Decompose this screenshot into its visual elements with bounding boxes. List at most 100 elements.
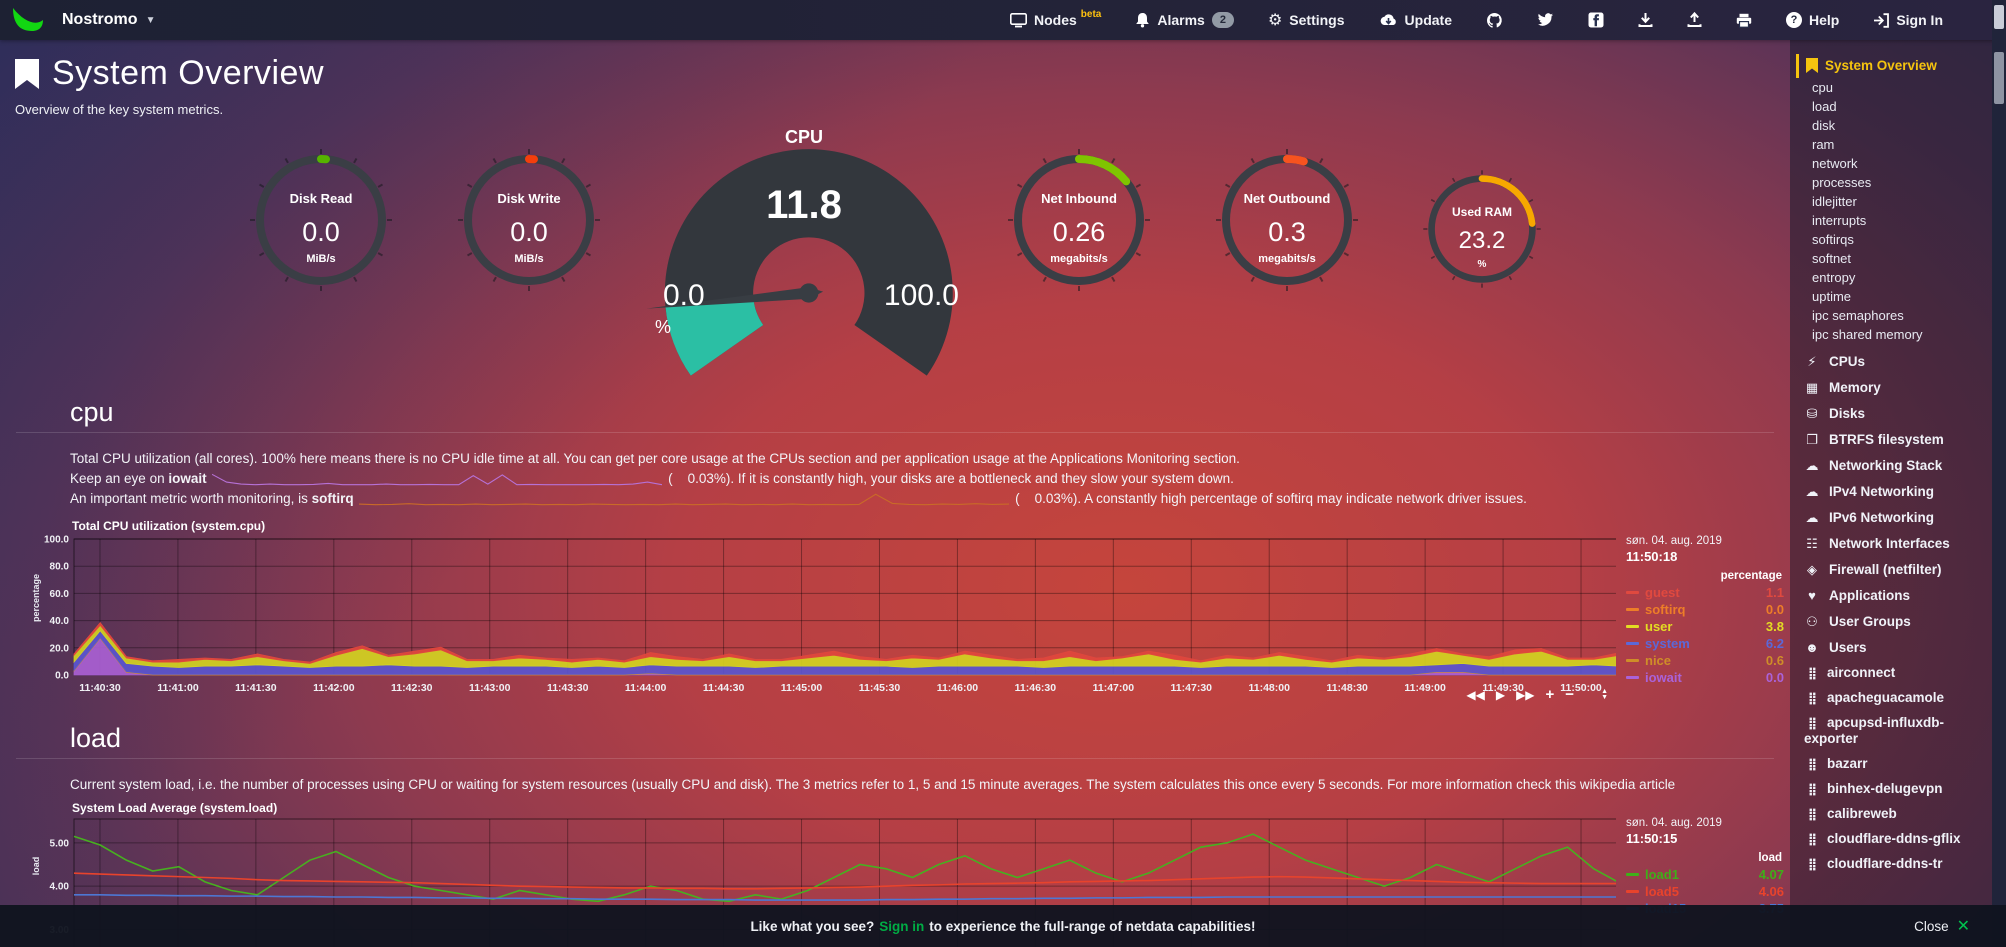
nav-signin[interactable]: Sign In [1856, 0, 1960, 40]
legend-unit: percentage [1720, 570, 1782, 582]
legend-row[interactable]: softirq 0.0 [1626, 601, 1784, 618]
hostname-dropdown[interactable]: Nostromo [62, 11, 138, 28]
sidebar-item[interactable]: load [1790, 97, 1992, 116]
sidebar-item[interactable]: network [1790, 154, 1992, 173]
legend-row[interactable]: guest 1.1 [1626, 584, 1784, 601]
legend-unit: load [1758, 852, 1782, 864]
sidebar-item[interactable]: idlejitter [1790, 192, 1992, 211]
sidebar-item[interactable]: ipc semaphores [1790, 306, 1992, 325]
sidebar-section-item[interactable]: ⚡ CPUs [1790, 354, 1992, 370]
pan-backward-button[interactable]: ◀◀ [1466, 688, 1485, 702]
section-icon: ☁ [1805, 510, 1819, 525]
nav-update[interactable]: Update [1362, 0, 1469, 40]
cpu-chart-plot[interactable]: 11:40:30 11:41:00 11:41:30 11:42:00 11:42:30… [28, 533, 1616, 703]
gauge-disk-read[interactable]: Disk Read 0.0 MiB/s [246, 145, 396, 295]
sidebar-app-item[interactable]: ⣿ bazarr [1790, 756, 1992, 772]
bell-icon [1136, 13, 1150, 28]
banner-close[interactable]: Close ✕ [1914, 916, 1970, 936]
page-scrollbar[interactable] [1992, 0, 2006, 947]
grid-icon: ⣿ [1807, 666, 1817, 680]
sidebar-section-list: ⚡ CPUs ▦ Memory ⛁ Disks ❐ BTRFS filesyst… [1790, 354, 1992, 656]
gauge-net-outbound[interactable]: Net Outbound 0.3 megabits/s [1212, 145, 1362, 295]
sidebar-item-label: idlejitter [1812, 194, 1857, 209]
sidebar-section-item[interactable]: ☁ IPv6 Networking [1790, 510, 1992, 526]
sidebar-item[interactable]: softnet [1790, 249, 1992, 268]
legend-row[interactable]: load1 4.07 [1626, 866, 1784, 883]
sidebar-item-label: disk [1812, 118, 1836, 133]
sidebar-section-item[interactable]: ⛁ Disks [1790, 406, 1992, 422]
chevron-down-icon[interactable]: ▼ [145, 14, 156, 26]
banner-signin-link[interactable]: Sign in [879, 918, 925, 934]
legend-row[interactable]: iowait 0.0 [1626, 669, 1784, 686]
zoom-in-button[interactable]: + [1545, 686, 1555, 703]
gauge-title: Net Inbound [1041, 191, 1117, 206]
zoom-out-button[interactable]: − [1565, 686, 1575, 703]
resize-handle[interactable]: ▲ ▼ [1601, 688, 1608, 701]
nav-settings[interactable]: ⚙ Settings [1251, 0, 1362, 40]
sidebar-item[interactable]: ram [1790, 135, 1992, 154]
nav-github[interactable] [1469, 0, 1520, 40]
gauge-disk-write[interactable]: Disk Write 0.0 MiB/s [454, 145, 604, 295]
nav-help[interactable]: ? Help [1769, 0, 1856, 40]
sidebar-item[interactable]: processes [1790, 173, 1992, 192]
sidebar-item[interactable]: uptime [1790, 287, 1992, 306]
sidebar-item[interactable]: disk [1790, 116, 1992, 135]
nav-facebook[interactable] [1571, 0, 1621, 40]
sidebar-section-item[interactable]: ⚇ User Groups [1790, 614, 1992, 630]
sidebar-app-item[interactable]: ⣿ airconnect [1790, 665, 1992, 681]
sidebar-item-system-overview[interactable]: System Overview [1790, 54, 1992, 78]
section-divider [16, 432, 1774, 433]
legend-row[interactable]: system 6.2 [1626, 635, 1784, 652]
pan-forward-button[interactable]: ▶▶ [1516, 688, 1535, 702]
right-sidebar: System Overview cpu load disk ram networ… [1790, 40, 1992, 947]
sidebar-item[interactable]: ipc shared memory [1790, 325, 1992, 344]
nav-download[interactable] [1621, 0, 1670, 40]
sidebar-section-item[interactable]: ♥ Applications [1790, 588, 1992, 604]
gauge-cpu[interactable]: CPU 11.8 0.0 100.0 % [639, 127, 969, 376]
y-axis-label: percentage [31, 573, 41, 623]
section-icon: ◈ [1807, 562, 1817, 577]
sidebar-section-item[interactable]: ▦ Memory [1790, 380, 1992, 396]
sidebar-section-item[interactable]: ◈ Firewall (netfilter) [1790, 562, 1992, 578]
scrollbar-thumb[interactable] [1994, 52, 2004, 104]
sidebar-item[interactable]: softirqs [1790, 230, 1992, 249]
section-icon: ☁ [1805, 458, 1819, 473]
sidebar-section-item[interactable]: ❐ BTRFS filesystem [1790, 432, 1992, 448]
sidebar-item[interactable]: cpu [1790, 78, 1992, 97]
desc-text: ( 0.03%). A constantly high percentage o… [1015, 491, 1527, 506]
sidebar-app-item[interactable]: ⣿ calibreweb [1790, 806, 1992, 822]
sidebar-item-label: ipc shared memory [1812, 327, 1923, 342]
sidebar-section-item[interactable]: ☁ Networking Stack [1790, 458, 1992, 474]
netdata-logo-icon[interactable] [10, 4, 46, 36]
scrollbar-thumb[interactable] [1994, 5, 2004, 29]
gauge-used-ram[interactable]: Used RAM 23.2 % [1420, 167, 1544, 291]
svg-text:11:49:30: 11:49:30 [1482, 682, 1524, 694]
sidebar-app-item[interactable]: ⣿ binhex-delugevpn [1790, 781, 1992, 797]
chart-title: Total CPU utilization (system.cpu) [72, 519, 266, 533]
nav-nodes[interactable]: Nodes beta [993, 0, 1118, 40]
nav-print[interactable] [1719, 0, 1769, 40]
sidebar-app-item[interactable]: ⣿ cloudflare-ddns-gflix [1790, 831, 1992, 847]
sidebar-item[interactable]: entropy [1790, 268, 1992, 287]
gauge-net-inbound[interactable]: Net Inbound 0.26 megabits/s [1004, 145, 1154, 295]
sidebar-section-item[interactable]: ☷ Network Interfaces [1790, 536, 1992, 552]
sidebar-app-item[interactable]: ⣿ cloudflare-ddns-tr [1790, 856, 1992, 872]
sidebar-section-item[interactable]: ☁ IPv4 Networking [1790, 484, 1992, 500]
sidebar-item[interactable]: interrupts [1790, 211, 1992, 230]
cpu-chart[interactable]: Total CPU utilization (system.cpu) perce… [28, 519, 1784, 703]
section-icon: ☷ [1806, 536, 1818, 551]
nav-twitter[interactable] [1520, 0, 1571, 40]
sidebar-app-item[interactable]: ⣿ apacheguacamole [1790, 690, 1992, 706]
sidebar-section-item[interactable]: ☻ Users [1790, 640, 1992, 656]
sidebar-app-item[interactable]: ⣿ apcupsd-influxdb-exporter [1790, 715, 1992, 747]
legend-row[interactable]: nice 0.6 [1626, 652, 1784, 669]
nav-upload[interactable] [1670, 0, 1719, 40]
nav-alarms[interactable]: Alarms 2 [1118, 0, 1251, 40]
section-icon: ☁ [1805, 484, 1819, 499]
nav-update-label: Update [1404, 12, 1452, 28]
play-button[interactable]: ▶ [1495, 688, 1506, 702]
banner-text: Like what you see? [750, 918, 875, 934]
gauge-min: 0.0 [663, 279, 705, 312]
legend-row[interactable]: user 3.8 [1626, 618, 1784, 635]
legend-row[interactable]: load5 4.06 [1626, 883, 1784, 900]
